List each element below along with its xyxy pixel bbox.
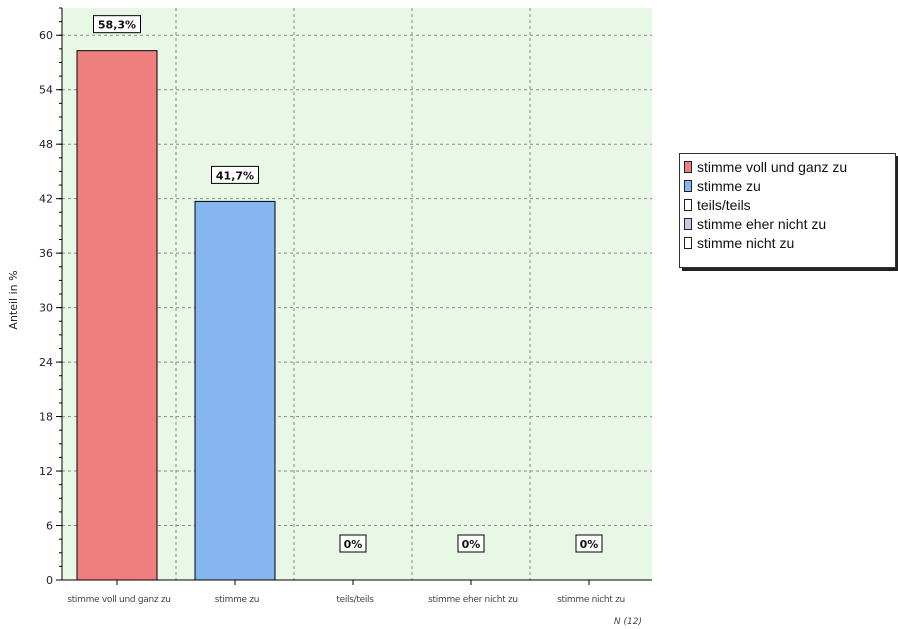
data-label: 0%: [580, 538, 599, 551]
y-axis: 0 6 12 18 24 30 36 42 48 54 60: [39, 7, 652, 587]
legend-label: teils/teils: [697, 196, 751, 213]
x-tick-label: stimme nicht zu: [557, 595, 625, 605]
legend-item: teils/teils: [684, 195, 895, 214]
data-label: 0%: [462, 538, 481, 551]
data-label-box: [211, 165, 259, 184]
y-tick-label: 0: [46, 574, 53, 587]
x-tick-label: stimme zu: [215, 595, 259, 605]
x-tick-label: stimme voll und ganz zu: [67, 595, 170, 605]
legend-swatch: [684, 179, 692, 192]
y-axis-label: Anteil in %: [7, 270, 20, 329]
legend-swatch: [684, 217, 692, 230]
grid-lines: [62, 8, 652, 580]
x-tick-label: stimme eher nicht zu: [428, 595, 518, 605]
bars: [76, 50, 276, 581]
data-label-box: [575, 534, 603, 553]
data-label-box: [457, 534, 485, 553]
y-tick-label: 30: [39, 302, 53, 315]
y-tick-label: 42: [39, 193, 53, 206]
legend-item: stimme voll und ganz zu: [684, 157, 895, 176]
data-label: 41,7%: [216, 169, 254, 182]
y-tick-label: 6: [46, 520, 53, 533]
bar: [194, 200, 276, 581]
legend-label: stimme eher nicht zu: [697, 215, 827, 232]
legend-swatch: [684, 198, 692, 211]
chart-legend: stimme voll und ganz zu stimme zu teils/te…: [679, 153, 896, 268]
x-axis: stimme voll und ganz zu stimme zu teils/te…: [67, 580, 625, 605]
plot-area: [62, 8, 652, 580]
data-label: 58,3%: [98, 19, 136, 32]
data-label-box: [93, 15, 141, 34]
data-labels: 58,3% 41,7% 0% 0% 0%: [93, 15, 603, 553]
y-tick-label: 18: [39, 411, 53, 424]
legend-label: stimme zu: [697, 177, 761, 194]
legend-label: stimme nicht zu: [697, 234, 795, 251]
legend-swatch: [684, 236, 692, 249]
y-tick-label: 12: [39, 465, 53, 478]
legend-item: stimme nicht zu: [684, 233, 895, 252]
y-tick-label: 60: [39, 29, 53, 42]
legend-label: stimme voll und ganz zu: [697, 158, 848, 175]
y-tick-label: 48: [39, 138, 53, 151]
y-tick-label: 36: [39, 247, 53, 260]
legend-item: stimme zu: [684, 176, 895, 195]
data-label: 0%: [344, 538, 363, 551]
data-label-box: [339, 534, 367, 553]
bar: [76, 50, 158, 581]
y-tick-label: 24: [39, 356, 53, 369]
y-tick-label: 54: [39, 84, 53, 97]
legend-swatch: [684, 160, 692, 173]
x-tick-label: teils/teils: [336, 595, 374, 605]
legend-item: stimme eher nicht zu: [684, 214, 895, 233]
sample-size-label: N (12): [614, 617, 642, 627]
